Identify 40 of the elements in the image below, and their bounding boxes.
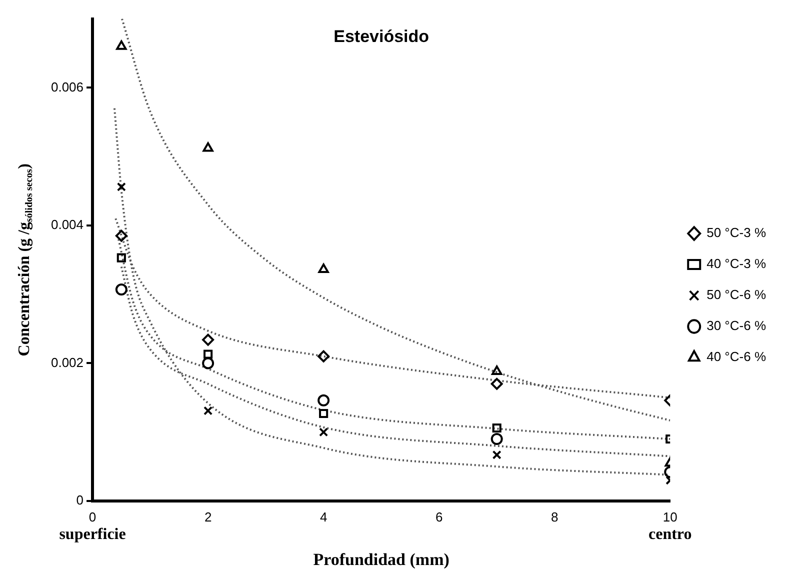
legend-label: 50 °C-3 % [706,225,766,240]
point [318,394,330,406]
point [490,378,503,390]
point [492,423,502,433]
point [202,334,214,346]
x-tick-label: 0 [88,509,96,524]
point [319,408,328,418]
x-axis-title: Profundidad (mm) [313,550,450,570]
point [318,350,330,362]
x-tick-label: 8 [550,509,558,524]
point [202,357,214,370]
y-tick-label: 0.006 [50,79,84,94]
point [116,182,126,192]
x-tick-label: 4 [320,509,328,524]
y-tick-label: 0.002 [50,354,84,370]
point [319,428,328,437]
point [490,433,503,446]
point [204,350,213,359]
point [204,406,213,416]
y-axis-title: Concentración (g /gsólidos secos) [16,164,35,356]
point [116,253,126,262]
point [492,365,502,375]
point [115,284,128,296]
text: centro [648,526,692,544]
legend-label: 50 °C-6 % [706,287,766,302]
text: superficie [59,526,126,544]
y-tick-label: 0 [76,492,84,508]
point [115,230,128,242]
legend-label: 40 °C-3 % [706,256,766,272]
text: Esteviósido [334,26,430,46]
point [492,450,502,460]
point [202,142,214,152]
x-tick-label: 6 [435,509,443,524]
legend-label: 30 °C-6 % [706,318,766,334]
x-tick-label: 10 [662,509,678,524]
legend-label: 40 °C-6 % [706,349,766,364]
point [318,264,329,274]
point [116,40,127,50]
x-tick-label: 2 [204,509,212,524]
y-tick-label: 0.004 [50,217,84,232]
